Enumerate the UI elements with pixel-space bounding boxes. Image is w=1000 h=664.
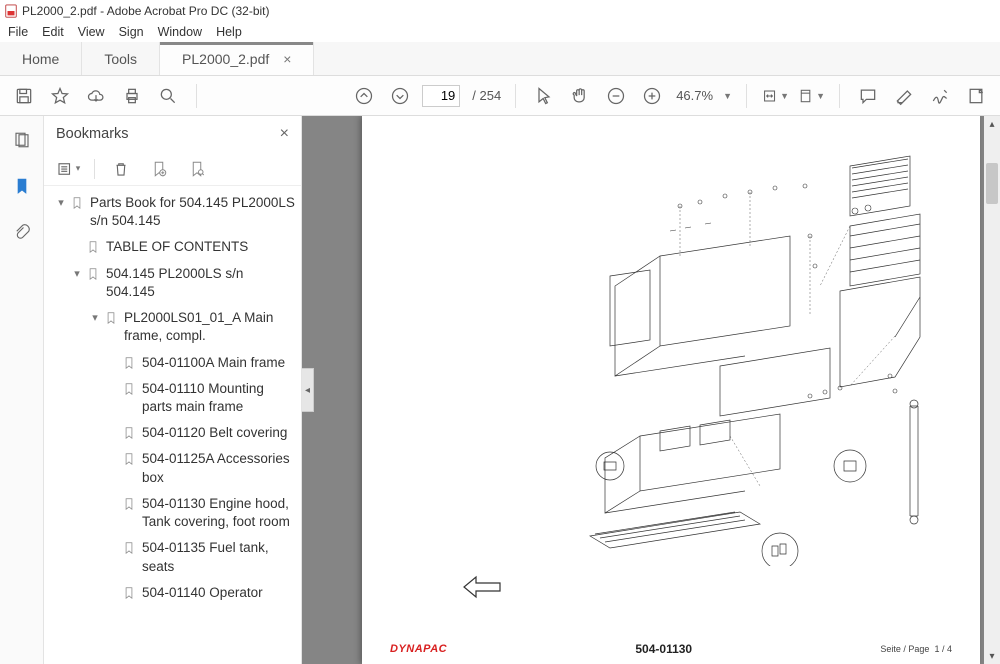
zoom-out-button[interactable] bbox=[602, 82, 630, 110]
find-button[interactable] bbox=[154, 82, 182, 110]
tab-document[interactable]: PL2000_2.pdf × bbox=[160, 42, 314, 75]
close-panel-icon[interactable]: × bbox=[280, 125, 289, 143]
attachments-rail-button[interactable] bbox=[8, 218, 36, 246]
tabbar: Home Tools PL2000_2.pdf × bbox=[0, 42, 1000, 76]
nav-rail bbox=[0, 116, 44, 664]
zoom-value[interactable]: 46.7% bbox=[676, 88, 713, 103]
pdf-file-icon bbox=[4, 4, 18, 18]
bookmark-item[interactable]: 504-01135 Fuel tank, seats bbox=[52, 535, 297, 579]
bookmark-item[interactable]: ▾ 504.145 PL2000LS s/n 504.145 bbox=[52, 261, 297, 305]
bookmark-item[interactable]: ▾ PL2000LS01_01_A Main frame, compl. bbox=[52, 305, 297, 349]
menubar: File Edit View Sign Window Help bbox=[0, 22, 1000, 42]
bookmark-options-button[interactable]: ▾ bbox=[54, 155, 82, 183]
panel-title: Bookmarks bbox=[56, 126, 129, 142]
page-up-button[interactable] bbox=[350, 82, 378, 110]
bookmark-toggle-icon[interactable]: ▾ bbox=[54, 196, 68, 211]
tab-home[interactable]: Home bbox=[0, 42, 82, 75]
bookmark-label: 504-01125A Accessories box bbox=[142, 450, 295, 486]
exploded-view-drawing bbox=[550, 136, 960, 566]
page-down-button[interactable] bbox=[386, 82, 414, 110]
bookmark-label: PL2000LS01_01_A Main frame, compl. bbox=[124, 309, 295, 345]
bookmark-item[interactable]: 504-01120 Belt covering bbox=[52, 420, 297, 446]
menu-help[interactable]: Help bbox=[216, 25, 242, 39]
page-total-label: / 254 bbox=[472, 88, 501, 103]
pdf-page: DYNAPAC 504-01130 Seite / Page 1 / 4 bbox=[362, 116, 980, 664]
save-button[interactable] bbox=[10, 82, 38, 110]
document-view[interactable]: ◂ bbox=[302, 116, 1000, 664]
vertical-scrollbar[interactable]: ▴ ▾ bbox=[984, 116, 1000, 664]
hand-tool-button[interactable] bbox=[566, 82, 594, 110]
comment-button[interactable] bbox=[854, 82, 882, 110]
page-footer: DYNAPAC 504-01130 Seite / Page 1 / 4 bbox=[362, 642, 980, 656]
page-number-input[interactable] bbox=[422, 85, 460, 107]
more-tools-button[interactable] bbox=[962, 82, 990, 110]
bookmarks-panel: Bookmarks × ▾ ▾ Parts Book for 504.145 PL… bbox=[44, 116, 302, 664]
bookmark-item[interactable]: 504-01125A Accessories box bbox=[52, 446, 297, 490]
toolbar: / 254 46.7% ▼ ▼ ▼ bbox=[0, 76, 1000, 116]
bookmark-label: 504-01140 Operator bbox=[142, 584, 295, 602]
bookmarks-toolbar: ▾ bbox=[44, 152, 301, 186]
close-tab-icon[interactable]: × bbox=[283, 51, 291, 67]
part-number: 504-01130 bbox=[635, 642, 692, 656]
fit-width-button[interactable]: ▼ bbox=[761, 82, 789, 110]
bookmark-item[interactable]: 504-01110 Mounting parts main frame bbox=[52, 376, 297, 420]
main-area: Bookmarks × ▾ ▾ Parts Book for 504.145 PL… bbox=[0, 116, 1000, 664]
scrollbar-thumb[interactable] bbox=[986, 163, 998, 204]
bookmark-toggle-icon[interactable]: ▾ bbox=[88, 311, 102, 326]
collapse-panel-handle[interactable]: ◂ bbox=[302, 368, 314, 412]
highlight-button[interactable] bbox=[890, 82, 918, 110]
zoom-in-button[interactable] bbox=[638, 82, 666, 110]
find-bookmark-button[interactable] bbox=[183, 155, 211, 183]
bookmark-label: Parts Book for 504.145 PL2000LS s/n 504.… bbox=[90, 194, 295, 230]
tab-document-label: PL2000_2.pdf bbox=[182, 51, 269, 67]
cloud-button[interactable] bbox=[82, 82, 110, 110]
menu-edit[interactable]: Edit bbox=[42, 25, 64, 39]
scroll-down-icon[interactable]: ▾ bbox=[984, 648, 1000, 664]
zoom-dropdown-icon[interactable]: ▼ bbox=[723, 91, 732, 101]
bookmark-label: 504-01130 Engine hood, Tank covering, fo… bbox=[142, 495, 295, 531]
menu-file[interactable]: File bbox=[8, 25, 28, 39]
select-tool-button[interactable] bbox=[530, 82, 558, 110]
bookmark-toggle-icon[interactable]: ▾ bbox=[70, 267, 84, 282]
new-bookmark-button[interactable] bbox=[145, 155, 173, 183]
print-button[interactable] bbox=[118, 82, 146, 110]
bookmark-label: 504-01110 Mounting parts main frame bbox=[142, 380, 295, 416]
page-number-label: Seite / Page 1 / 4 bbox=[880, 644, 952, 654]
window-titlebar: PL2000_2.pdf - Adobe Acrobat Pro DC (32-… bbox=[0, 0, 1000, 22]
page-display-button[interactable]: ▼ bbox=[797, 82, 825, 110]
thumbnails-rail-button[interactable] bbox=[8, 126, 36, 154]
bookmarks-rail-button[interactable] bbox=[8, 172, 36, 200]
bookmark-label: 504.145 PL2000LS s/n 504.145 bbox=[106, 265, 295, 301]
bookmark-label: 504-01100A Main frame bbox=[142, 354, 295, 372]
menu-sign[interactable]: Sign bbox=[119, 25, 144, 39]
menu-view[interactable]: View bbox=[78, 25, 105, 39]
bookmark-item[interactable]: ▾ Parts Book for 504.145 PL2000LS s/n 504… bbox=[52, 190, 297, 234]
bookmark-label: 504-01120 Belt covering bbox=[142, 424, 295, 442]
brand-logo: DYNAPAC bbox=[390, 643, 447, 655]
sign-button[interactable] bbox=[926, 82, 954, 110]
prev-page-arrow-icon bbox=[462, 575, 502, 604]
bookmark-tree[interactable]: ▾ Parts Book for 504.145 PL2000LS s/n 504… bbox=[44, 186, 301, 664]
window-title: PL2000_2.pdf - Adobe Acrobat Pro DC (32-… bbox=[22, 4, 269, 18]
bookmark-item[interactable]: 504-01100A Main frame bbox=[52, 350, 297, 376]
bookmark-label: 504-01135 Fuel tank, seats bbox=[142, 539, 295, 575]
bookmark-item[interactable]: 504-01130 Engine hood, Tank covering, fo… bbox=[52, 491, 297, 535]
scroll-up-icon[interactable]: ▴ bbox=[984, 116, 1000, 132]
star-button[interactable] bbox=[46, 82, 74, 110]
delete-bookmark-button[interactable] bbox=[107, 155, 135, 183]
tab-tools[interactable]: Tools bbox=[82, 42, 160, 75]
menu-window[interactable]: Window bbox=[158, 25, 202, 39]
bookmark-label: TABLE OF CONTENTS bbox=[106, 238, 295, 256]
bookmark-item[interactable]: 504-01140 Operator bbox=[52, 580, 297, 606]
bookmark-item[interactable]: TABLE OF CONTENTS bbox=[52, 234, 297, 260]
